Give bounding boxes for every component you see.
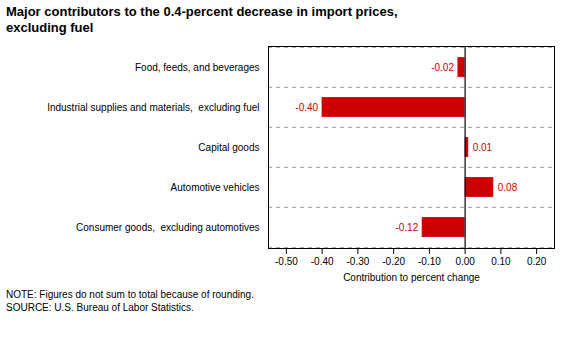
svg-text:Capital goods: Capital goods: [198, 142, 259, 153]
svg-text:0.01: 0.01: [473, 142, 493, 153]
svg-text:Food, feeds, and beverages: Food, feeds, and beverages: [135, 62, 260, 73]
svg-text:Industrial supplies and materi: Industrial supplies and materials, exclu…: [47, 102, 259, 113]
svg-text:0.00: 0.00: [455, 256, 475, 267]
html-text:Major contributors to the 0.4-: Major contributors to the 0.4-percent de…: [6, 4, 398, 19]
svg-text:-0.30: -0.30: [346, 256, 369, 267]
html-text:NOTE: Figures do not sum to to: NOTE: Figures do not sum to total becaus…: [6, 289, 254, 300]
svg-text:-0.10: -0.10: [418, 256, 441, 267]
html-text:SOURCE: U.S. Bureau of Labor S: SOURCE: U.S. Bureau of Labor Statistics.: [6, 302, 194, 313]
html-text:excluding fuel: excluding fuel: [6, 20, 94, 35]
svg-text:-0.12: -0.12: [395, 222, 418, 233]
svg-text:0.20: 0.20: [527, 256, 547, 267]
svg-text:Automotive vehicles: Automotive vehicles: [171, 182, 260, 193]
svg-text:Consumer goods, excluding aut: Consumer goods, excluding automotives: [76, 222, 259, 233]
svg-text:-0.40: -0.40: [311, 256, 334, 267]
svg-text:-0.40: -0.40: [295, 102, 318, 113]
svg-text:0.08: 0.08: [498, 182, 518, 193]
svg-text:-0.20: -0.20: [382, 256, 405, 267]
svg-text:-0.02: -0.02: [431, 62, 454, 73]
svg-text:-0.50: -0.50: [275, 256, 298, 267]
svg-text:Contribution to percent change: Contribution to percent change: [343, 272, 480, 283]
svg-text:0.10: 0.10: [491, 256, 511, 267]
